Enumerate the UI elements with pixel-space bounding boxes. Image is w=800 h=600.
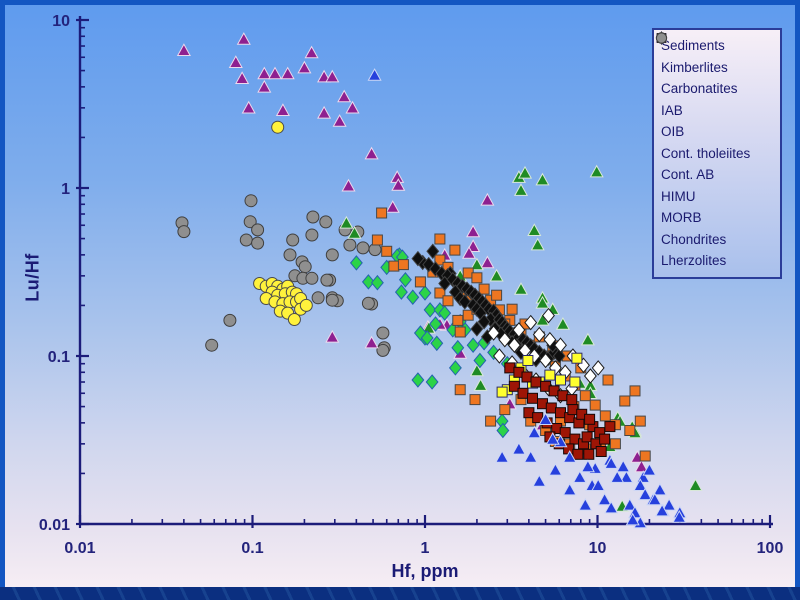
legend-item-cont-tholeiites: Cont. tholeiites <box>655 31 774 165</box>
legend-item-chondrites: Chondrites <box>655 32 774 251</box>
legend-item-oib: OIB <box>656 33 774 143</box>
axes <box>78 16 773 526</box>
scatter-plot: 0.01 0.1 1 10 100 10 1 0.1 0.01 <box>39 13 784 557</box>
legend-label: OIB <box>661 124 685 140</box>
svg-text:100: 100 <box>757 540 784 557</box>
legend-label: Lherzolites <box>661 253 727 269</box>
x-axis-title: Hf, ppm <box>391 561 459 581</box>
series-lherzolites <box>175 194 391 357</box>
legend-item-cont-ab: Cont. AB <box>656 33 774 186</box>
legend: Sediments Kimberlites Carbonatites IAB OIB Co… <box>652 28 782 279</box>
y-axis-title: Lu/Hf <box>22 253 43 302</box>
series-kimberlites <box>367 68 687 529</box>
svg-text:0.01: 0.01 <box>39 517 70 534</box>
series-morb <box>411 243 566 368</box>
chart-panel: 0.01 0.1 1 10 100 10 1 0.1 0.01 Lu/Hf Hf, ppm Se… <box>5 5 795 587</box>
legend-label: Chondrites <box>661 231 727 247</box>
legend-item-sediments: Sediments <box>655 31 774 57</box>
svg-text:1: 1 <box>421 540 430 557</box>
legend-item-iab: IAB <box>655 31 774 122</box>
legend-label: Carbonatites <box>661 81 738 97</box>
legend-item-lherzolites: Lherzolites <box>655 32 774 272</box>
legend-label: Sediments <box>661 38 725 54</box>
legend-label: IAB <box>661 102 683 118</box>
legend-label: MORB <box>661 210 702 226</box>
legend-label: HIMU <box>661 188 696 204</box>
legend-item-carbonatites: Carbonatites <box>655 31 774 100</box>
x-axis: 0.01 0.1 1 10 100 <box>64 515 783 557</box>
legend-label: Cont. AB <box>661 167 715 183</box>
svg-text:0.01: 0.01 <box>64 540 95 557</box>
svg-text:1: 1 <box>61 181 70 198</box>
legend-item-kimberlites: Kimberlites <box>655 31 774 79</box>
svg-text:10: 10 <box>589 540 607 557</box>
legend-item-morb: MORB <box>655 31 774 229</box>
slide-bottom-border <box>0 587 800 600</box>
legend-item-himu: HIMU <box>656 33 774 208</box>
legend-marker-circle-icon <box>655 32 668 44</box>
svg-text:10: 10 <box>52 13 70 30</box>
svg-text:0.1: 0.1 <box>241 540 263 557</box>
series-cont-tholeiites <box>487 307 605 404</box>
y-axis: 10 1 0.1 0.01 <box>39 13 89 534</box>
legend-label: Kimberlites <box>661 59 728 75</box>
svg-text:0.1: 0.1 <box>48 349 70 366</box>
legend-label: Cont. tholeiites <box>661 145 751 161</box>
series-chondrites <box>253 120 313 326</box>
